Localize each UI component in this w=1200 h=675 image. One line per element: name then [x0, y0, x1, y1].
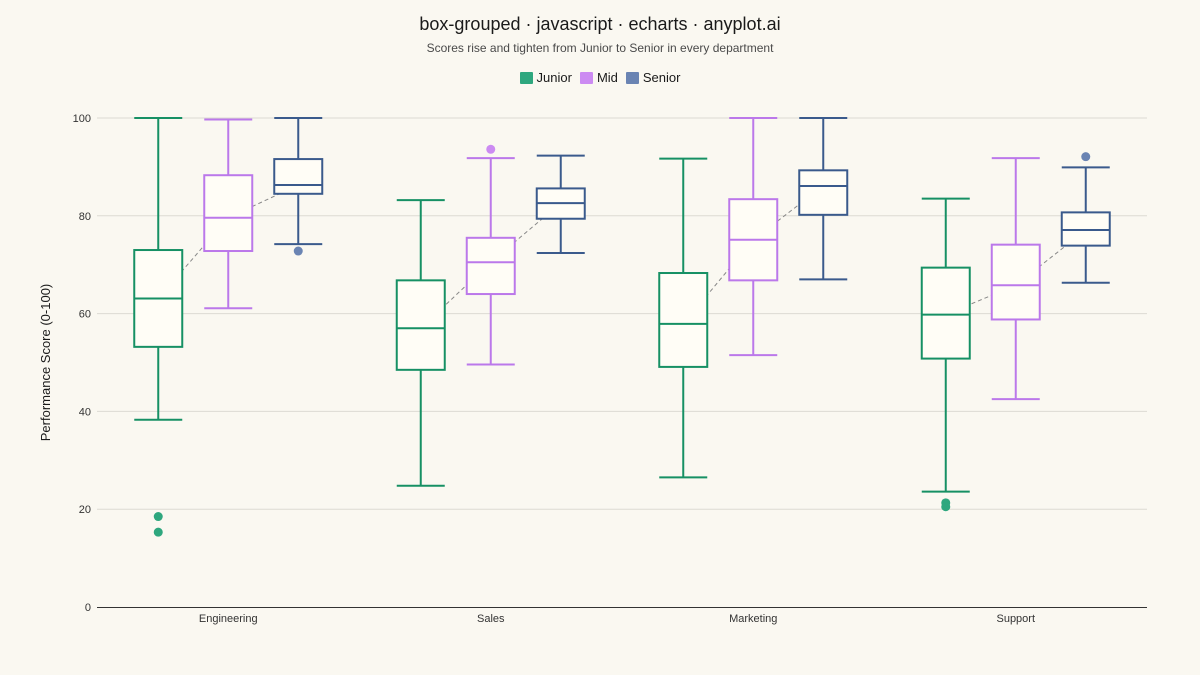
box-senior-engineering — [273, 158, 324, 195]
outlier-senior-1 — [1081, 152, 1091, 162]
outlier-mid-0 — [486, 144, 496, 154]
chart-subtitle: Scores rise and tighten from Junior to S… — [426, 41, 774, 55]
legend-label-mid: Mid — [596, 70, 618, 85]
outlier-junior-1 — [153, 527, 163, 537]
box-junior-sales — [395, 279, 446, 371]
x-tick-label-sales: Sales — [477, 613, 505, 625]
box-mid-support — [990, 243, 1041, 321]
y-tick-label-80: 80 — [79, 211, 91, 223]
x-tick-label-support: Support — [996, 613, 1035, 625]
box-junior-support — [920, 266, 971, 360]
box-junior-marketing — [658, 272, 709, 368]
legend-swatch-senior — [625, 71, 639, 84]
legend-item-senior[interactable]: Senior — [625, 70, 681, 85]
outlier-junior-0 — [153, 512, 163, 522]
outlier-junior-3 — [941, 502, 951, 512]
median-trend-line-support — [945, 229, 1087, 316]
legend-label-junior: Junior — [536, 70, 572, 85]
y-tick-label-0: 0 — [85, 602, 91, 614]
box-mid-engineering — [203, 174, 254, 253]
median-trend-line-sales — [420, 202, 562, 329]
legend-label-senior: Senior — [642, 70, 681, 85]
y-axis-title: Performance Score (0-100) — [38, 284, 53, 442]
legend-swatch-junior — [519, 71, 533, 84]
x-tick-label-marketing: Marketing — [729, 613, 777, 625]
y-tick-label-40: 40 — [79, 406, 91, 418]
legend-swatch-mid — [579, 71, 593, 84]
legend-item-junior[interactable]: Junior — [519, 70, 572, 85]
legend-item-mid[interactable]: Mid — [579, 70, 618, 85]
y-tick-label-100: 100 — [73, 113, 91, 125]
box-mid-sales — [465, 236, 516, 296]
y-tick-label-20: 20 — [79, 504, 91, 516]
outlier-senior-0 — [293, 246, 303, 256]
chart-title: box-grouped · javascript · echarts · any… — [419, 14, 781, 34]
x-tick-label-engineering: Engineering — [199, 613, 258, 625]
box-senior-marketing — [798, 169, 849, 216]
legend: Junior Mid Senior — [0, 70, 1200, 85]
y-tick-label-60: 60 — [79, 309, 91, 321]
